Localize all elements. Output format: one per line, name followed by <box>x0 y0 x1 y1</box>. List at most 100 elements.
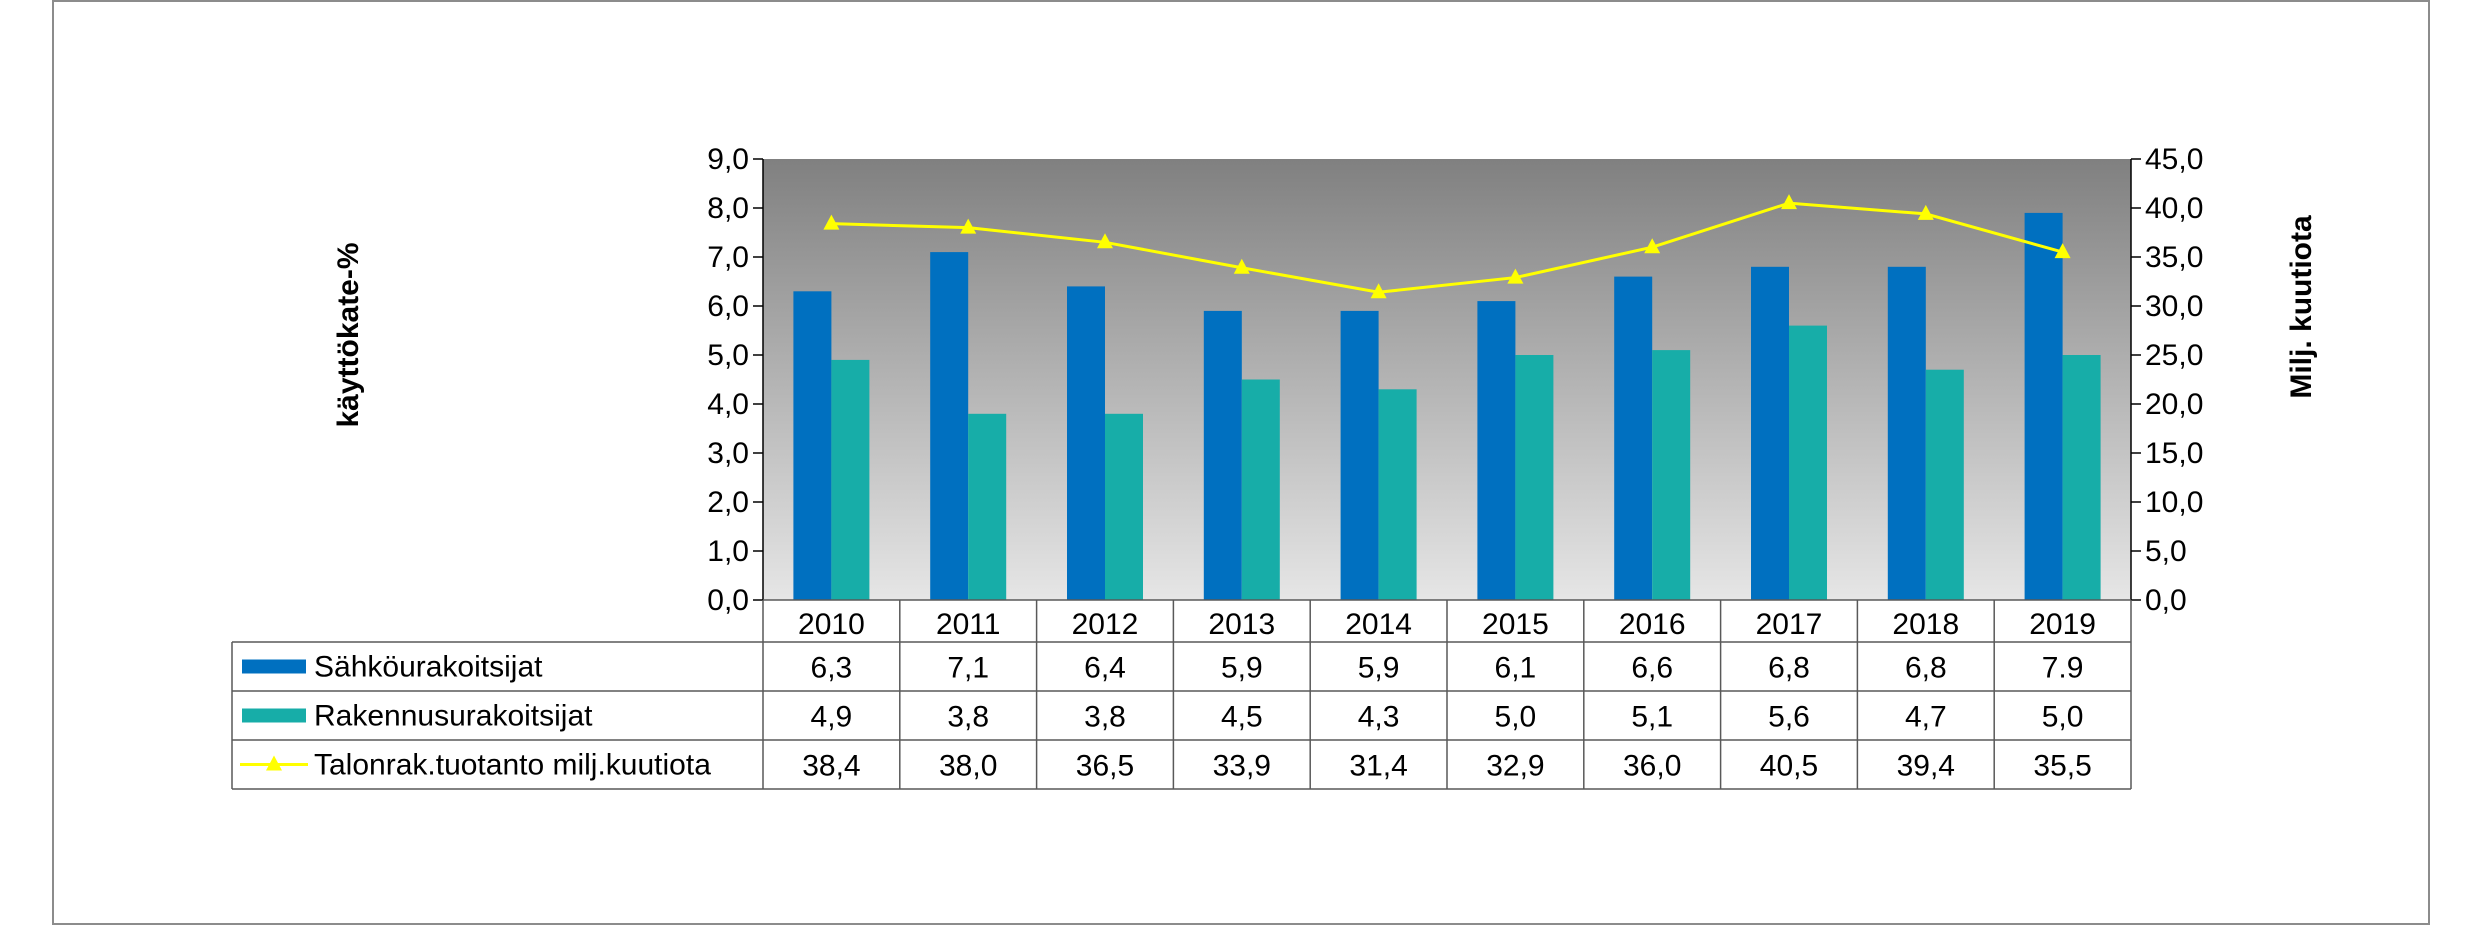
category-label: 2017 <box>1756 608 1823 641</box>
data-table-value: 36,5 <box>1076 750 1134 783</box>
data-table-value: 35,5 <box>2033 750 2091 783</box>
data-table-value: 6,8 <box>1905 652 1947 685</box>
line-point-marker <box>1507 268 1524 284</box>
data-table-value: 5,1 <box>1631 701 1673 734</box>
y2-tick-label: 20,0 <box>2145 388 2203 421</box>
data-table-value: 33,9 <box>1213 750 1271 783</box>
y2-tick-label: 5,0 <box>2145 535 2187 568</box>
y-tick-label: 7,0 <box>707 241 749 274</box>
legend-series-name: Sähköurakoitsijat <box>314 651 543 684</box>
data-table-value: 4,9 <box>811 701 853 734</box>
data-table-value: 4,5 <box>1221 701 1263 734</box>
line-point-marker <box>2054 243 2071 259</box>
bar <box>1241 379 1280 600</box>
data-table-value: 4,3 <box>1358 701 1400 734</box>
data-table-value: 32,9 <box>1486 750 1544 783</box>
bar <box>1477 301 1516 600</box>
bar <box>793 291 832 600</box>
category-label: 2014 <box>1345 608 1412 641</box>
line-point-marker <box>1233 258 1250 274</box>
data-table-value: 36,0 <box>1623 750 1681 783</box>
data-table-value: 38,0 <box>939 750 997 783</box>
line-point-marker <box>960 218 977 234</box>
bar <box>1614 276 1653 600</box>
line-point-marker <box>1370 283 1387 299</box>
category-label: 2019 <box>2029 608 2096 641</box>
data-table-value: 3,8 <box>947 701 989 734</box>
line-point-marker <box>823 214 840 230</box>
bar <box>968 413 1007 600</box>
y2-tick-label: 25,0 <box>2145 339 2203 372</box>
y2-tick-label: 40,0 <box>2145 192 2203 225</box>
data-table-value: 5,9 <box>1358 652 1400 685</box>
bar <box>2062 355 2101 600</box>
bar <box>831 359 870 600</box>
legend-series-name: Talonrak.tuotanto milj.kuutiota <box>314 749 711 782</box>
line-point-marker <box>1917 204 1934 220</box>
bar <box>2024 212 2063 600</box>
bar <box>1751 266 1789 600</box>
legend-series-name: Rakennusurakoitsijat <box>314 700 593 733</box>
y2-tick-label: 10,0 <box>2145 486 2203 519</box>
y-tick-label: 4,0 <box>707 388 749 421</box>
category-label: 2011 <box>936 608 1001 641</box>
line-point-marker <box>1644 238 1661 254</box>
data-table-value: 31,4 <box>1349 750 1407 783</box>
data-table-value: 5,9 <box>1221 652 1263 685</box>
bar <box>1105 413 1143 600</box>
category-label: 2010 <box>798 608 865 641</box>
y2-tick-label: 30,0 <box>2145 290 2203 323</box>
legend-key-marker <box>266 755 282 771</box>
series-line <box>831 201 2064 294</box>
y2-tick-label: 45,0 <box>2145 143 2203 176</box>
data-table-value: 7,1 <box>947 652 989 685</box>
category-label: 2018 <box>1892 608 1959 641</box>
y2-tick-label: 0,0 <box>2145 584 2187 617</box>
y2-tick-label: 35,0 <box>2145 241 2203 274</box>
y2-tick-label: 15,0 <box>2145 437 2203 470</box>
data-table-value: 7.9 <box>2042 652 2084 685</box>
data-table-value: 5,0 <box>2042 701 2084 734</box>
bar <box>1652 350 1691 600</box>
legend-key <box>242 708 306 723</box>
bar <box>930 252 969 600</box>
data-table-value: 6,6 <box>1631 652 1673 685</box>
bar <box>1067 286 1105 600</box>
bar <box>1789 325 1827 600</box>
bar <box>1378 389 1417 600</box>
data-table-value: 3,8 <box>1084 701 1126 734</box>
data-table-value: 5,0 <box>1495 701 1537 734</box>
category-label: 2015 <box>1482 608 1549 641</box>
y-tick-label: 1,0 <box>707 535 749 568</box>
y-tick-label: 5,0 <box>707 339 749 372</box>
data-table-value: 6,8 <box>1768 652 1810 685</box>
y-tick-label: 6,0 <box>707 290 749 323</box>
y-tick-label: 9,0 <box>707 143 749 176</box>
legend-key <box>242 659 306 674</box>
line-point-marker <box>1097 233 1113 249</box>
y-axis-title: käyttökate-% <box>332 242 365 427</box>
y-tick-label: 2,0 <box>707 486 749 519</box>
data-table-value: 6,1 <box>1495 652 1537 685</box>
y2-axis-title: Milj. kuutiota <box>2285 215 2318 399</box>
category-label: 2013 <box>1208 608 1275 641</box>
y-tick-label: 3,0 <box>707 437 749 470</box>
bar <box>1887 266 1926 600</box>
data-table-value: 6,3 <box>811 652 853 685</box>
bar <box>1203 310 1242 600</box>
data-table-value: 6,4 <box>1084 652 1126 685</box>
bar <box>1515 355 1554 600</box>
data-table-value: 40,5 <box>1760 750 1818 783</box>
data-table-value: 4,7 <box>1905 701 1947 734</box>
bar <box>1340 310 1379 600</box>
y-tick-label: 0,0 <box>707 584 749 617</box>
data-table-value: 38,4 <box>802 750 860 783</box>
line-point-marker <box>1781 194 1797 210</box>
category-label: 2012 <box>1072 608 1139 641</box>
data-table-value: 39,4 <box>1897 750 1955 783</box>
y-tick-label: 8,0 <box>707 192 749 225</box>
category-label: 2016 <box>1619 608 1686 641</box>
data-table-value: 5,6 <box>1768 701 1810 734</box>
bar <box>1925 369 1964 600</box>
